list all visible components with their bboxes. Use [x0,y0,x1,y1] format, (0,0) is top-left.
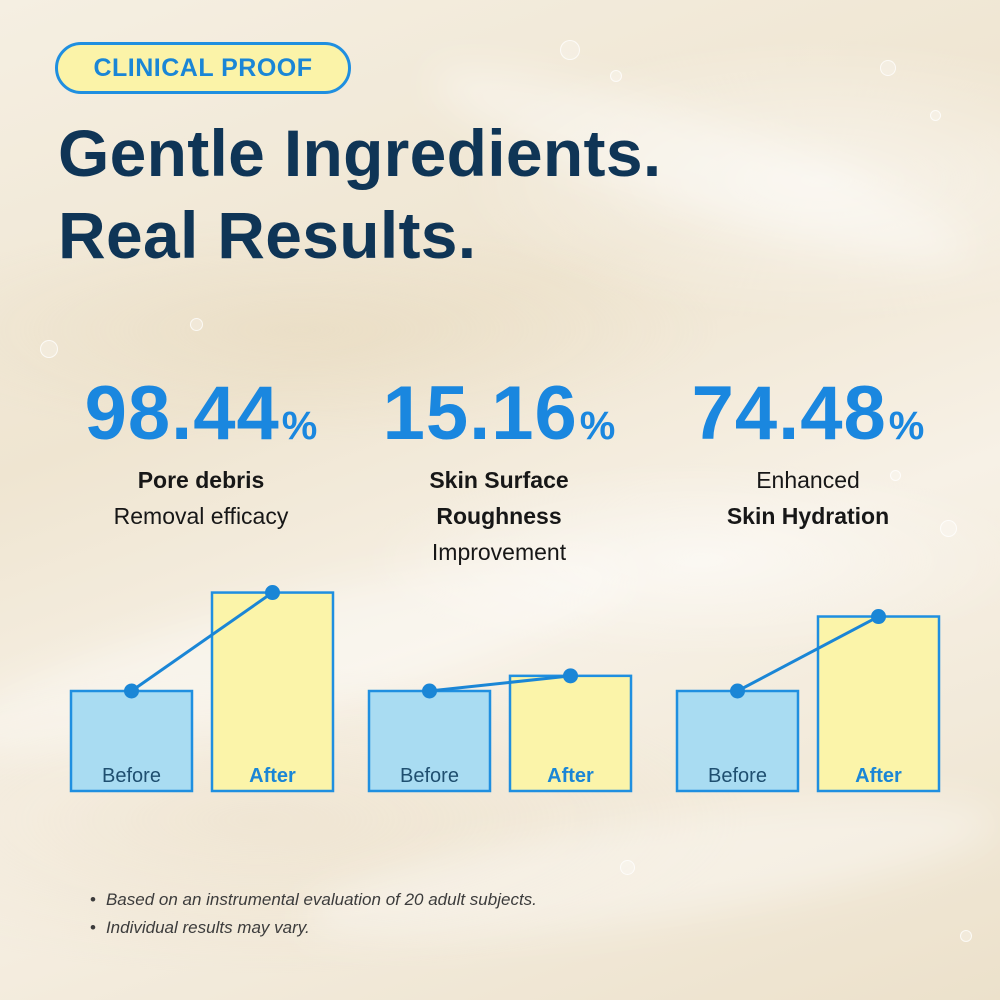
stat-unit: % [579,404,616,448]
foam-bubble [40,340,58,358]
stat-description: Pore debris Removal efficacy [36,462,366,534]
trend-line [736,615,880,693]
before-bar [367,689,492,793]
page-title: Gentle Ingredients. Real Results. [58,112,661,276]
footnotes: Based on an instrumental evaluation of 2… [90,886,537,942]
stat-label-bold: Roughness [436,503,562,529]
foam-bubble [190,318,203,331]
stat-value: 74.48 [691,371,887,456]
stat-label-bold: Skin Surface [429,467,569,493]
foam-bubble [960,930,972,942]
foam-bubble [560,40,580,60]
stat-label: Improvement [431,539,567,565]
foam-bubble [610,70,622,82]
before-point [124,683,139,699]
stat-label-bold: Skin Hydration [726,503,890,529]
before-label: Before [400,765,459,787]
after-bar [210,591,335,793]
title-line-1: Gentle Ingredients. [58,116,662,190]
after-point [563,668,578,684]
after-point [871,609,886,625]
before-label: Before [708,765,767,787]
stat-unit: % [888,404,925,448]
footnote: Based on an instrumental evaluation of 2… [90,886,537,914]
foam-bubble [620,860,635,875]
after-label: After [855,765,902,787]
after-bar [508,674,633,793]
after-bar [816,615,941,793]
stat-label: Enhanced [756,467,860,493]
stat-description: Enhanced Skin Hydration [643,462,973,534]
after-label: After [547,765,594,787]
foam-bubble [930,110,941,121]
foam-bubble [890,470,901,481]
stat-pore-debris: 98.44% [36,370,366,457]
footnote: Individual results may vary. [90,914,537,942]
after-point [265,585,280,601]
stat-skin-hydration: 74.48% [643,370,973,457]
clinical-proof-badge: CLINICAL PROOF [55,42,351,94]
foam-bubble [940,520,957,537]
title-line-2: Real Results. [58,198,477,272]
stat-unit: % [281,404,318,448]
stat-label: Removal efficacy [113,503,289,529]
before-point [422,683,437,699]
foam-bubble [880,60,896,76]
before-label: Before [102,765,161,787]
stat-value: 15.16 [382,371,578,456]
stat-value: 98.44 [84,371,280,456]
stat-skin-roughness: 15.16% [334,370,664,457]
trend-line [130,591,274,693]
before-point [730,683,745,699]
stat-label-bold: Pore debris [137,467,265,493]
after-label: After [249,765,296,787]
trend-line [429,674,571,693]
stat-description: Skin Surface Roughness Improvement [334,462,664,570]
